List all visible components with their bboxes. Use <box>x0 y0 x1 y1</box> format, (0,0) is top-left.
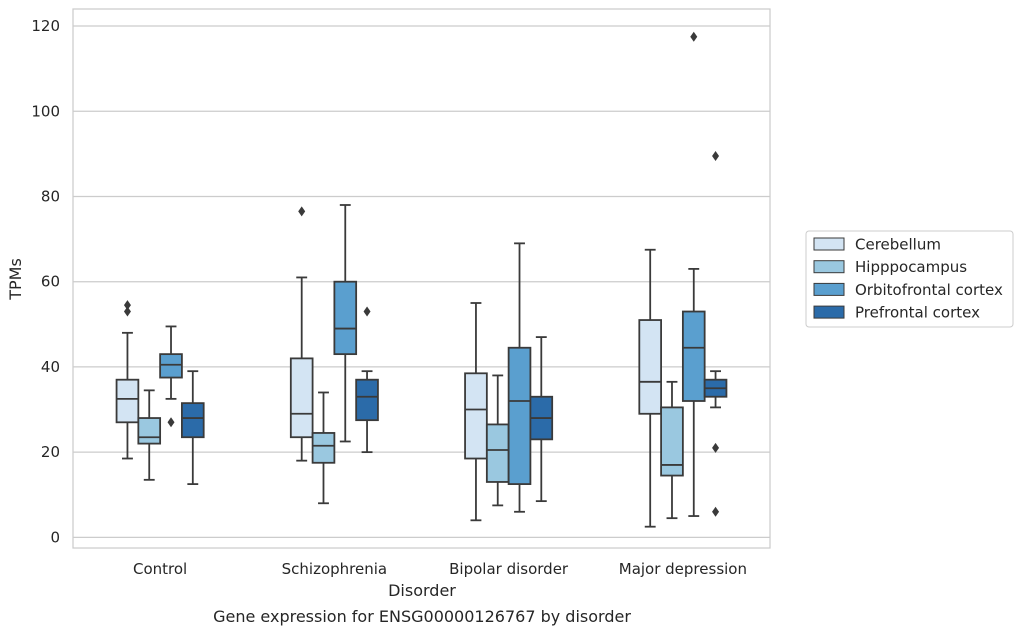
iqr-box <box>115 378 140 424</box>
iqr-box <box>464 372 488 460</box>
box-group <box>115 300 140 460</box>
iqr-box <box>333 280 358 356</box>
box-group <box>159 325 183 428</box>
iqr-box <box>485 423 510 483</box>
x-tick-label: Schizophrenia <box>282 560 387 578</box>
x-axis-label: Disorder <box>388 581 456 600</box>
outlier-point <box>690 31 698 42</box>
box-group <box>137 389 162 481</box>
legend-swatch <box>813 237 845 251</box>
y-tick-label: 100 <box>31 102 60 120</box>
box-group <box>529 336 554 503</box>
chart-caption: Gene expression for ENSG00000126767 by d… <box>213 607 631 626</box>
iqr-box <box>311 432 336 464</box>
box-group <box>703 151 728 517</box>
legend-label: Hipppocampus <box>855 258 967 276</box>
legend: Cerebellum Hipppocampus Orbitofrontal cort… <box>805 230 1014 328</box>
y-tick-label: 0 <box>50 528 60 546</box>
outlier-point <box>712 151 720 161</box>
grid-lines <box>73 25 770 538</box>
box-group <box>333 204 358 443</box>
box-group <box>355 306 379 454</box>
iqr-box <box>660 406 684 477</box>
outlier-point <box>712 506 720 517</box>
y-tick-label: 20 <box>41 443 60 461</box>
y-axis-label: TPMs <box>6 258 25 301</box>
iqr-box <box>681 310 706 402</box>
box-group <box>681 31 706 517</box>
box-group <box>464 302 488 522</box>
legend-frame <box>805 230 1014 328</box>
box-group <box>485 374 510 507</box>
outlier-point <box>167 417 175 428</box>
y-tick-label: 60 <box>41 273 60 291</box>
outlier-point <box>712 442 720 453</box>
legend-label: Orbitofrontal cortex <box>855 281 1003 299</box>
y-tick-labels: 0 20 40 60 80 100 120 <box>31 17 60 546</box>
outlier-point <box>363 306 371 317</box>
y-tick-label: 40 <box>41 358 60 376</box>
outlier-point <box>123 306 131 317</box>
y-tick-label: 80 <box>41 187 60 205</box>
x-tick-labels: Control Schizophrenia Bipolar disorder Majo… <box>133 560 747 578</box>
box-group <box>660 380 684 520</box>
outlier-point <box>123 300 131 311</box>
outlier-point <box>298 206 306 217</box>
legend-swatch <box>813 260 845 274</box>
legend-label: Cerebellum <box>855 236 941 254</box>
iqr-box <box>507 346 532 485</box>
iqr-box <box>137 417 162 445</box>
iqr-box <box>355 378 379 422</box>
plot-area <box>72 8 771 549</box>
x-tick-label: Major depression <box>619 560 747 578</box>
x-tick-label: Bipolar disorder <box>449 560 569 578</box>
iqr-box <box>289 357 314 439</box>
box-series <box>115 31 728 528</box>
iqr-box <box>181 402 205 439</box>
box-group <box>289 206 314 462</box>
box-group <box>311 391 336 505</box>
iqr-box <box>638 319 662 415</box>
x-tick-label: Control <box>133 560 187 578</box>
y-tick-label: 120 <box>31 17 60 35</box>
box-group <box>638 248 662 528</box>
box-group <box>181 370 205 485</box>
iqr-box <box>159 353 183 379</box>
legend-swatch <box>813 305 845 319</box>
legend-label: Prefrontal cortex <box>855 304 980 322</box>
legend-swatch <box>813 282 845 296</box>
